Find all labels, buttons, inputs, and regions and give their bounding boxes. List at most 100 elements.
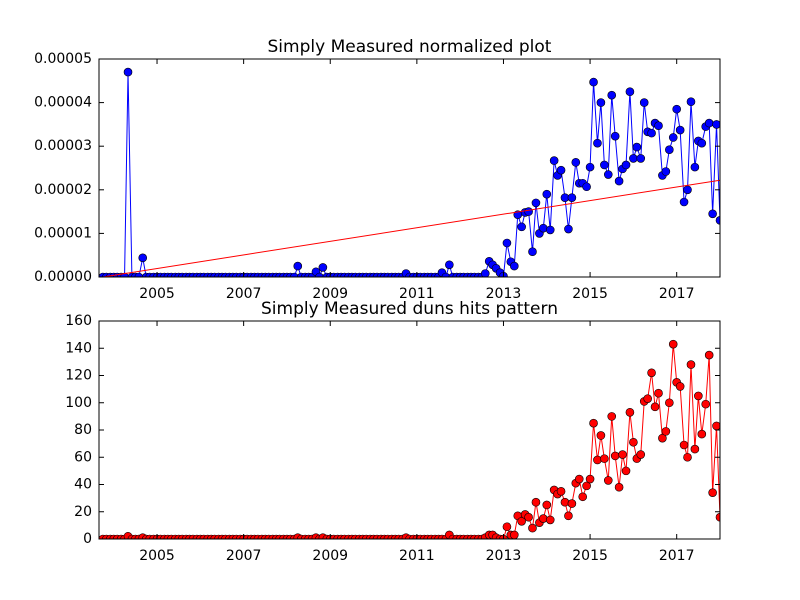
data-point: [560, 497, 570, 507]
data-point: [545, 225, 555, 235]
plot-area: [99, 339, 720, 539]
data-point: [445, 260, 454, 270]
data-point: [665, 145, 674, 154]
data-point: [647, 368, 656, 378]
data-point: [636, 154, 646, 163]
data-point: [531, 198, 541, 208]
data-point: [636, 450, 646, 459]
data-point: [679, 440, 689, 450]
x-tick-label: 2009: [312, 548, 348, 564]
data-point: [607, 412, 617, 421]
data-point: [542, 189, 552, 199]
data-point: [625, 87, 635, 96]
axes-frame: [98, 58, 721, 278]
data-point: [625, 407, 635, 417]
y-tick-label: 40: [74, 477, 92, 493]
data-point: [564, 224, 573, 234]
data-point: [629, 437, 638, 447]
data-point: [668, 133, 678, 142]
plot-area: [99, 67, 720, 277]
data-point: [545, 515, 555, 525]
data-point: [643, 394, 652, 403]
data-point: [712, 120, 720, 129]
data-point: [290, 272, 299, 277]
data-point: [610, 451, 620, 461]
trend-line: [102, 179, 720, 277]
data-point: [539, 514, 548, 523]
data-point: [480, 269, 490, 277]
data-point: [715, 512, 720, 522]
chart-title: Simply Measured normalized plot: [268, 37, 552, 57]
data-point: [675, 382, 685, 391]
data-point: [697, 429, 707, 439]
data-point: [607, 90, 617, 100]
data-point: [502, 522, 512, 532]
y-tick-label: 100: [65, 395, 92, 411]
data-point: [549, 156, 559, 165]
y-tick-label: 160: [65, 313, 92, 329]
data-point: [564, 511, 573, 521]
data-point: [509, 261, 519, 271]
data-point: [123, 67, 133, 77]
y-tick-label: 0.00004: [34, 95, 92, 111]
data-point: [603, 476, 613, 485]
data-point: [708, 209, 717, 219]
data-point: [556, 487, 566, 496]
data-point: [528, 523, 537, 533]
data-point: [582, 182, 591, 192]
y-tick-label: 80: [74, 422, 92, 438]
x-tick-label: 2013: [486, 548, 522, 564]
data-point: [582, 481, 591, 491]
data-point: [556, 165, 566, 175]
data-point: [665, 398, 674, 408]
data-point: [639, 98, 649, 107]
data-point: [632, 142, 642, 152]
data-point: [679, 197, 689, 207]
data-point: [134, 272, 144, 277]
x-tick-label: 2017: [659, 286, 695, 302]
data-point: [694, 391, 703, 401]
data-point: [517, 516, 526, 526]
data-point: [567, 499, 577, 508]
data-point: [614, 482, 624, 492]
data-point: [293, 261, 303, 271]
y-tick-label: 0.00001: [34, 225, 92, 241]
y-tick-label: 20: [74, 504, 92, 520]
data-point: [138, 253, 148, 263]
data-point: [571, 158, 581, 167]
x-tick-label: 2009: [312, 286, 348, 302]
data-point: [600, 454, 609, 463]
x-tick-label: 2005: [139, 548, 175, 564]
x-tick-label: 2015: [572, 286, 608, 302]
x-tick-label: 2017: [659, 548, 695, 564]
data-point: [661, 167, 671, 176]
data-point: [614, 176, 624, 186]
data-point: [600, 160, 609, 170]
x-tick-label: 2005: [139, 286, 175, 302]
data-point: [621, 160, 631, 170]
data-point: [661, 427, 671, 436]
data-point: [654, 388, 663, 398]
data-point: [712, 421, 720, 431]
data-point: [650, 402, 660, 412]
data-point: [683, 185, 692, 195]
data-point: [315, 272, 324, 277]
data-point: [610, 131, 620, 141]
data-point: [654, 121, 663, 131]
data-point: [441, 272, 451, 277]
data-line: [102, 344, 720, 539]
data-point: [585, 162, 595, 172]
y-tick-label: 0: [83, 531, 92, 547]
y-tick-label: 140: [65, 340, 92, 356]
x-tick-label: 2007: [226, 548, 262, 564]
y-tick-label: 120: [65, 368, 92, 384]
data-point: [686, 360, 696, 369]
data-point: [697, 138, 707, 148]
data-point: [683, 452, 692, 462]
y-tick-label: 0.00003: [34, 138, 92, 154]
data-point: [686, 97, 696, 107]
data-point: [596, 98, 606, 107]
x-tick-label: 2015: [572, 548, 608, 564]
data-point: [658, 433, 667, 443]
